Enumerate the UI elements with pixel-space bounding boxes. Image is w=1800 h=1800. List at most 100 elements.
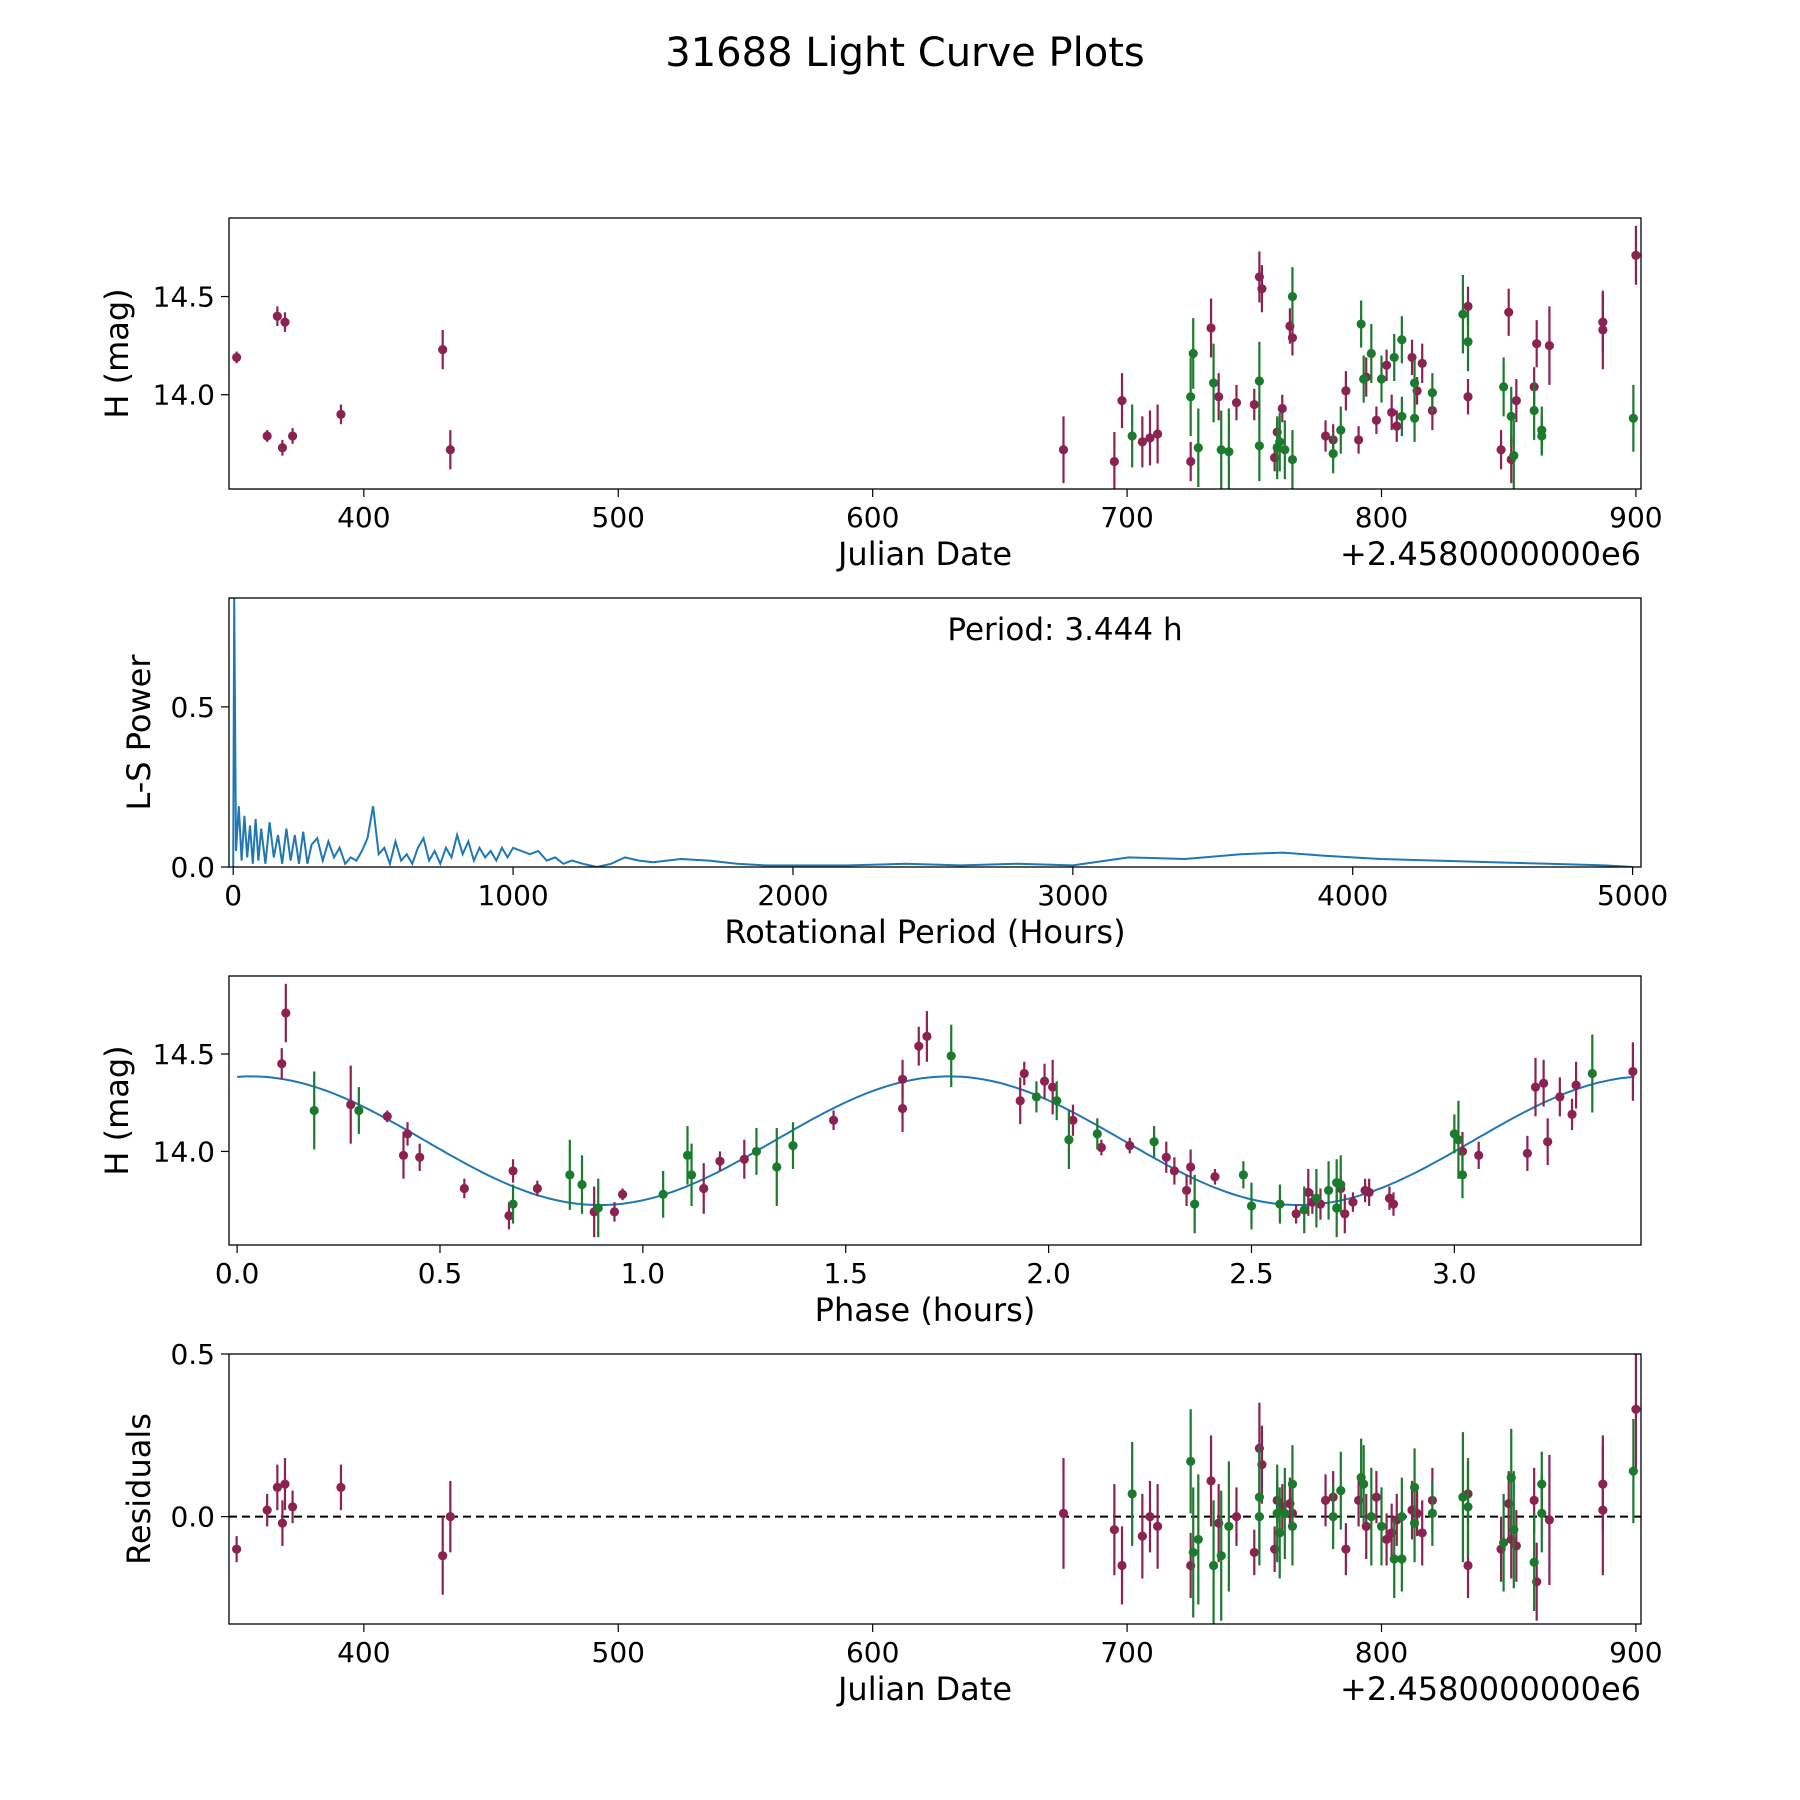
lightcurve-point-green <box>1397 335 1407 345</box>
lightcurve-ytick-label: 14.5 <box>153 281 215 314</box>
lightcurve-point-red <box>1214 392 1224 402</box>
residuals-point-red <box>1145 1512 1155 1522</box>
phased-ytick-label: 14.0 <box>153 1135 215 1168</box>
lightcurve-ytick-label: 14.0 <box>153 379 215 412</box>
residuals-point-red <box>272 1482 282 1492</box>
phased-frame <box>228 975 1642 1246</box>
lightcurve-point-red <box>1206 323 1216 333</box>
lightcurve-point-green <box>1275 437 1285 447</box>
phased-point-red <box>1530 1082 1541 1092</box>
phased-point-red <box>1125 1140 1135 1151</box>
phased-point-red <box>1019 1068 1029 1079</box>
residuals-point-green <box>1127 1489 1137 1499</box>
phased-point-red <box>897 1074 908 1084</box>
phased-point-green <box>1323 1185 1334 1196</box>
residuals-ylabel: Residuals <box>120 1413 158 1565</box>
lightcurve-offset-label: +2.4580000000e6 <box>1340 535 1641 573</box>
phased-point-green <box>309 1105 319 1116</box>
residuals-xtick-label: 600 <box>846 1636 899 1669</box>
lightcurve-point-red <box>1504 307 1514 317</box>
phased-point-green <box>1299 1205 1309 1215</box>
residuals-point-red <box>1381 1534 1392 1545</box>
lightcurve-point-green <box>1356 319 1366 329</box>
phased-point-red <box>828 1115 839 1125</box>
phased-point-red <box>715 1156 725 1166</box>
phased-xtick-label: 0.0 <box>215 1257 260 1290</box>
residuals-point-green <box>1208 1560 1219 1571</box>
residuals-point-green <box>1216 1551 1226 1561</box>
phased-point-red <box>1364 1187 1374 1197</box>
phased-xtick-label: 1.5 <box>823 1257 868 1290</box>
residuals-point-red <box>1320 1495 1331 1505</box>
phased-point-red <box>1181 1185 1192 1196</box>
lightcurve-point-red <box>1341 386 1351 396</box>
phased-point-green <box>354 1105 364 1116</box>
phased-xtick-label: 2.5 <box>1229 1257 1274 1290</box>
lightcurve-point-red <box>277 443 288 453</box>
periodogram-annotation: Period: 3.444 h <box>947 612 1182 648</box>
lightcurve-point-red <box>1257 284 1267 294</box>
lightcurve-point-green <box>1254 441 1264 451</box>
lightcurve-point-red <box>1387 407 1397 418</box>
lightcurve-point-green <box>1537 425 1547 435</box>
residuals-point-green <box>1287 1521 1298 1532</box>
lightcurve-point-green <box>1376 374 1387 384</box>
residuals-point-green <box>1458 1492 1468 1502</box>
residuals-point-red <box>438 1551 448 1561</box>
lightcurve-point-red <box>1231 397 1242 408</box>
phased-point-green <box>593 1203 603 1213</box>
phased-xtick-label: 2.0 <box>1026 1257 1071 1290</box>
phased-point-red <box>1543 1137 1553 1147</box>
phased-point-red <box>617 1189 628 1199</box>
lightcurve-point-red <box>272 311 282 321</box>
lightcurve-point-red <box>1186 456 1196 467</box>
residuals-xtick-label: 700 <box>1100 1636 1153 1669</box>
phased-point-green <box>946 1051 956 1061</box>
phased-point-green <box>1238 1170 1248 1180</box>
lightcurve-point-red <box>336 409 346 419</box>
phased-xtick-label: 3.0 <box>1432 1257 1477 1290</box>
lightcurve-data-layer <box>232 225 1641 489</box>
lightcurve-xtick-label: 700 <box>1100 501 1153 534</box>
lightcurve-point-red <box>1277 403 1287 414</box>
periodogram-frame <box>228 597 1642 868</box>
phased-point-red <box>532 1183 542 1194</box>
lightcurve-point-green <box>1336 425 1346 435</box>
residuals-point-green <box>1254 1512 1264 1522</box>
plot-panels: 400 500 600 700 800 900 14.0 14.5 Julian Date H (… <box>98 217 1668 1708</box>
residuals-point-green <box>1376 1521 1387 1532</box>
residuals-point-green <box>1280 1508 1290 1518</box>
phased-point-green <box>1457 1170 1468 1180</box>
residuals-point-red <box>1231 1512 1242 1522</box>
lightcurve-xtick-label: 400 <box>337 501 390 534</box>
residuals-point-red <box>1341 1544 1351 1554</box>
phased-point-red <box>1186 1162 1196 1172</box>
lightcurve-xtick-label: 600 <box>846 501 899 534</box>
residuals-point-red <box>1598 1479 1608 1489</box>
phased-point-green <box>1064 1135 1074 1145</box>
phased-point-green <box>1332 1203 1342 1213</box>
phased-point-red <box>739 1154 749 1164</box>
residuals-point-green <box>1463 1502 1473 1512</box>
periodogram-data-layer <box>232 598 1633 867</box>
phased-point-red <box>504 1211 514 1221</box>
phased-point-red <box>1348 1197 1358 1207</box>
lightcurve-point-green <box>1193 443 1203 453</box>
residuals-point-green <box>1628 1466 1638 1476</box>
residuals-point-green <box>1397 1554 1407 1564</box>
phased-point-red <box>402 1129 413 1139</box>
residuals-point-green <box>1193 1534 1203 1545</box>
phased-point-red <box>1555 1092 1565 1102</box>
lightcurve-ylabel: H (mag) <box>98 288 136 418</box>
residuals-point-green <box>1389 1554 1399 1564</box>
phased-point-green <box>772 1162 782 1172</box>
lightcurve-point-green <box>1186 392 1196 402</box>
phased-point-red <box>1068 1115 1078 1125</box>
lightcurve-point-red <box>1496 445 1506 455</box>
residuals-point-red <box>1417 1528 1427 1538</box>
lightcurve-point-red <box>280 317 290 327</box>
phased-point-red <box>609 1207 620 1217</box>
phased-point-green <box>1246 1201 1257 1211</box>
residuals-point-green <box>1427 1508 1437 1518</box>
residuals-point-green <box>1188 1547 1198 1558</box>
